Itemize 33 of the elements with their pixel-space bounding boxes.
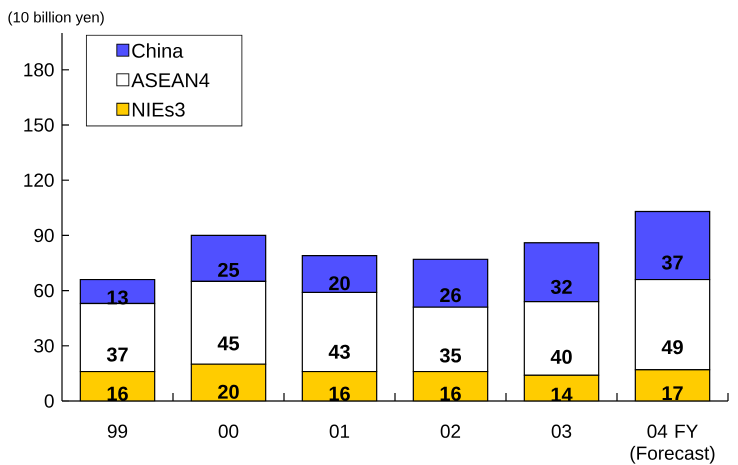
y-tick-label: 60: [34, 284, 54, 298]
y-tick-label: 30: [34, 339, 54, 353]
y-tick-label: 120: [24, 173, 54, 187]
y-axis-title: (10 billion yen): [8, 12, 104, 26]
data-label: 17: [662, 386, 683, 400]
data-label: 20: [329, 276, 350, 290]
x-tick-label: 04 FY (Forecast): [630, 424, 714, 464]
data-label: 40: [550, 350, 572, 364]
data-label: 43: [328, 344, 350, 359]
data-label: 16: [440, 386, 461, 401]
x-tick-label: 01: [330, 424, 350, 438]
x-tick-label: 03: [552, 424, 572, 438]
data-label: 37: [106, 347, 128, 362]
data-label: 35: [440, 348, 462, 363]
y-tick-label: 90: [34, 228, 54, 242]
data-label: 25: [218, 262, 240, 277]
data-label: 45: [218, 336, 240, 350]
data-label: 32: [550, 280, 572, 294]
legend-label: ASEAN4: [131, 73, 210, 88]
y-tick-label: 180: [24, 63, 54, 76]
x-tick-label: 00: [218, 424, 238, 438]
x-tick-label: 02: [440, 424, 460, 438]
data-label: 37: [662, 255, 683, 270]
data-label: 20: [218, 384, 239, 399]
data-label: 16: [108, 386, 128, 401]
data-label: 49: [662, 340, 683, 354]
data-label: 26: [440, 288, 461, 302]
data-label: 16: [330, 386, 350, 401]
y-tick-label: 0: [44, 394, 54, 408]
y-tick-label: 150: [24, 118, 54, 132]
legend-label: China: [132, 43, 184, 58]
legend-label: NIEs3: [132, 102, 185, 117]
x-tick-label: 99: [108, 424, 128, 438]
